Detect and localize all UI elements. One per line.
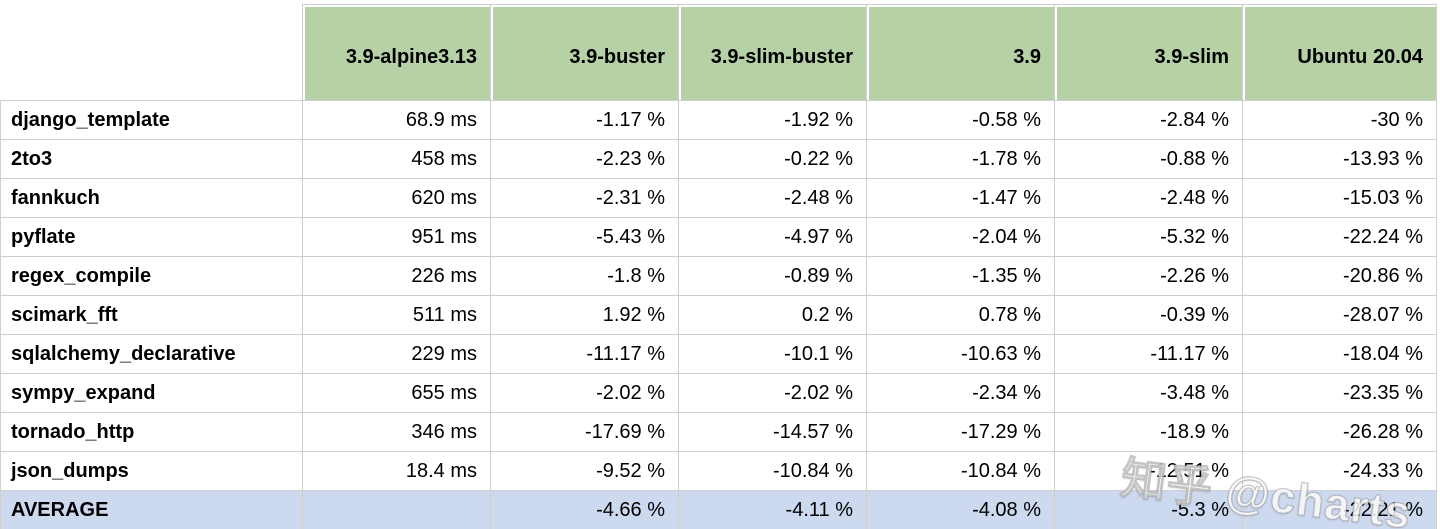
value-cell: -24.33 % bbox=[1242, 451, 1437, 491]
column-header: Ubuntu 20.04 bbox=[1242, 4, 1437, 101]
table-row: regex_compile 226 ms -1.8 % -0.89 % -1.35 % -… bbox=[0, 256, 1437, 296]
value-cell: -1.8 % bbox=[490, 256, 679, 296]
row-name-cell: django_template bbox=[0, 100, 303, 140]
value-cell: -10.84 % bbox=[678, 451, 867, 491]
column-header: 3.9-slim bbox=[1054, 4, 1243, 101]
value-cell: 229 ms bbox=[302, 334, 491, 374]
value-cell: -11.17 % bbox=[1054, 334, 1243, 374]
value-cell: -28.07 % bbox=[1242, 295, 1437, 335]
value-cell: -1.47 % bbox=[866, 178, 1055, 218]
value-cell: -15.03 % bbox=[1242, 178, 1437, 218]
value-cell: -12.51 % bbox=[1054, 451, 1243, 491]
table-row: fannkuch 620 ms -2.31 % -2.48 % -1.47 % -2.48… bbox=[0, 178, 1437, 218]
value-cell: -0.22 % bbox=[678, 139, 867, 179]
table-row: pyflate 951 ms -5.43 % -4.97 % -2.04 % -5.32 … bbox=[0, 217, 1437, 257]
value-cell: -0.89 % bbox=[678, 256, 867, 296]
value-cell: 458 ms bbox=[302, 139, 491, 179]
value-cell: -5.3 % bbox=[1054, 490, 1243, 529]
value-cell: -2.48 % bbox=[1054, 178, 1243, 218]
value-cell: -5.32 % bbox=[1054, 217, 1243, 257]
value-cell: 226 ms bbox=[302, 256, 491, 296]
corner-cell bbox=[0, 4, 303, 101]
value-cell: 620 ms bbox=[302, 178, 491, 218]
value-cell: -1.92 % bbox=[678, 100, 867, 140]
value-cell: -4.97 % bbox=[678, 217, 867, 257]
row-name-cell: pyflate bbox=[0, 217, 303, 257]
row-name-cell: tornado_http bbox=[0, 412, 303, 452]
value-cell: -5.43 % bbox=[490, 217, 679, 257]
header-row: 3.9-alpine3.13 3.9-buster 3.9-slim-buster 3… bbox=[0, 4, 1437, 101]
value-cell: -10.84 % bbox=[866, 451, 1055, 491]
average-row: AVERAGE -4.66 % -4.11 % -4.08 % -5.3 % -22.21… bbox=[0, 490, 1437, 529]
value-cell: -22.24 % bbox=[1242, 217, 1437, 257]
value-cell: -10.63 % bbox=[866, 334, 1055, 374]
table-row: 2to3 458 ms -2.23 % -0.22 % -1.78 % -0.88 % -1… bbox=[0, 139, 1437, 179]
value-cell: -20.86 % bbox=[1242, 256, 1437, 296]
value-cell: 0.78 % bbox=[866, 295, 1055, 335]
table-body: django_template 68.9 ms -1.17 % -1.92 % -0.5… bbox=[0, 100, 1437, 529]
value-cell: 951 ms bbox=[302, 217, 491, 257]
row-name-cell: regex_compile bbox=[0, 256, 303, 296]
value-cell: -3.48 % bbox=[1054, 373, 1243, 413]
table-row: sympy_expand 655 ms -2.02 % -2.02 % -2.34 % -… bbox=[0, 373, 1437, 413]
row-name-cell: fannkuch bbox=[0, 178, 303, 218]
value-cell: -2.04 % bbox=[866, 217, 1055, 257]
value-cell: -22.21 % bbox=[1242, 490, 1437, 529]
value-cell: -10.1 % bbox=[678, 334, 867, 374]
value-cell: -1.78 % bbox=[866, 139, 1055, 179]
value-cell: -2.31 % bbox=[490, 178, 679, 218]
value-cell: 0.2 % bbox=[678, 295, 867, 335]
value-cell bbox=[302, 490, 491, 529]
row-name-cell: sqlalchemy_declarative bbox=[0, 334, 303, 374]
column-header: 3.9-alpine3.13 bbox=[302, 4, 491, 101]
value-cell: 18.4 ms bbox=[302, 451, 491, 491]
value-cell: -1.35 % bbox=[866, 256, 1055, 296]
row-name-cell: scimark_fft bbox=[0, 295, 303, 335]
value-cell: 655 ms bbox=[302, 373, 491, 413]
value-cell: 1.92 % bbox=[490, 295, 679, 335]
value-cell: -9.52 % bbox=[490, 451, 679, 491]
value-cell: -2.26 % bbox=[1054, 256, 1243, 296]
value-cell: 511 ms bbox=[302, 295, 491, 335]
value-cell: -4.08 % bbox=[866, 490, 1055, 529]
value-cell: -0.88 % bbox=[1054, 139, 1243, 179]
row-name-cell: json_dumps bbox=[0, 451, 303, 491]
value-cell: -2.02 % bbox=[678, 373, 867, 413]
row-name-cell: 2to3 bbox=[0, 139, 303, 179]
value-cell: 68.9 ms bbox=[302, 100, 491, 140]
table-row: django_template 68.9 ms -1.17 % -1.92 % -0.5… bbox=[0, 100, 1437, 140]
column-header: 3.9-slim-buster bbox=[678, 4, 867, 101]
value-cell: -14.57 % bbox=[678, 412, 867, 452]
value-cell: -18.04 % bbox=[1242, 334, 1437, 374]
row-name-cell: AVERAGE bbox=[0, 490, 303, 529]
table-row: json_dumps 18.4 ms -9.52 % -10.84 % -10.84 %… bbox=[0, 451, 1437, 491]
column-header: 3.9 bbox=[866, 4, 1055, 101]
value-cell: -2.84 % bbox=[1054, 100, 1243, 140]
benchmark-table: 3.9-alpine3.13 3.9-buster 3.9-slim-buster 3… bbox=[0, 4, 1437, 529]
value-cell: -2.48 % bbox=[678, 178, 867, 218]
table-row: scimark_fft 511 ms 1.92 % 0.2 % 0.78 % -0.39 … bbox=[0, 295, 1437, 335]
value-cell: -2.23 % bbox=[490, 139, 679, 179]
value-cell: -17.29 % bbox=[866, 412, 1055, 452]
value-cell: -2.34 % bbox=[866, 373, 1055, 413]
value-cell: -13.93 % bbox=[1242, 139, 1437, 179]
column-header: 3.9-buster bbox=[490, 4, 679, 101]
value-cell: -2.02 % bbox=[490, 373, 679, 413]
value-cell: -23.35 % bbox=[1242, 373, 1437, 413]
row-name-cell: sympy_expand bbox=[0, 373, 303, 413]
value-cell: -0.58 % bbox=[866, 100, 1055, 140]
value-cell: 346 ms bbox=[302, 412, 491, 452]
value-cell: -30 % bbox=[1242, 100, 1437, 140]
value-cell: -4.11 % bbox=[678, 490, 867, 529]
table-row: tornado_http 346 ms -17.69 % -14.57 % -17.29… bbox=[0, 412, 1437, 452]
value-cell: -17.69 % bbox=[490, 412, 679, 452]
value-cell: -18.9 % bbox=[1054, 412, 1243, 452]
value-cell: -11.17 % bbox=[490, 334, 679, 374]
value-cell: -26.28 % bbox=[1242, 412, 1437, 452]
table-row: sqlalchemy_declarative 229 ms -11.17 % -10.… bbox=[0, 334, 1437, 374]
value-cell: -1.17 % bbox=[490, 100, 679, 140]
value-cell: -4.66 % bbox=[490, 490, 679, 529]
value-cell: -0.39 % bbox=[1054, 295, 1243, 335]
